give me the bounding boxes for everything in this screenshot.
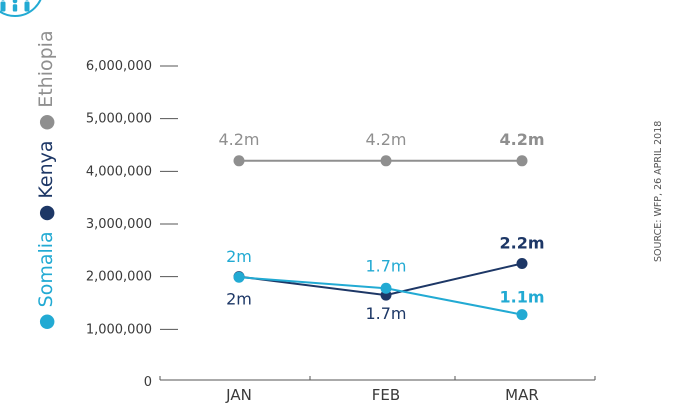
data-label-somalia: 1.1m [499,288,544,307]
legend-kenya-label: Kenya [35,140,57,198]
y-tick-label: 3,000,000 [86,217,152,232]
y-tick-label: 5,000,000 [86,112,152,127]
data-point-somalia [516,309,528,321]
y-axis-ticks: 0 1,000,000 2,000,000 3,000,000 4,000,000 5,0… [86,59,152,390]
series-lines [238,159,523,316]
data-label-kenya: 1.7m [365,304,406,323]
x-tick-label: MAR [505,386,539,404]
data-point-ethiopia [233,155,245,167]
data-label-ethiopia: 4.2m [218,130,259,149]
data-point-kenya [516,258,528,269]
data-labels: 4.2m 4.2m 4.2m 2m 1.7m 2.2m 2m 1.7m 1.1m [218,130,544,323]
y-tick-label: 0 [144,375,152,390]
family-icon [0,0,42,17]
series-points [233,155,528,321]
data-point-ethiopia [380,155,392,167]
y-tick-label: 6,000,000 [86,59,152,74]
x-tick-label: JAN [225,386,252,404]
legend-somalia-label: Somalia [35,231,57,307]
data-point-somalia [233,271,245,283]
x-tick-label: FEB [372,386,400,404]
legend: ● Somalia ● Kenya ● Ethiopia [35,30,57,330]
legend-somalia-marker: ● [35,313,57,330]
svg-text:● Somalia ●: ● Somalia ● Kenya ● Ethiopia [35,30,57,330]
data-label-somalia: 2m [226,247,252,266]
data-label-ethiopia: 4.2m [499,130,544,149]
data-label-kenya: 2m [226,290,252,309]
legend-ethiopia-label: Ethiopia [35,30,57,107]
y-tick-label: 1,000,000 [86,322,152,337]
data-label-ethiopia: 4.2m [365,130,406,149]
data-point-ethiopia [516,155,528,167]
data-label-somalia: 1.7m [365,256,406,275]
data-label-kenya: 2.2m [499,234,544,253]
y-tick-label: 2,000,000 [86,270,152,285]
y-tick-label: 4,000,000 [86,164,152,179]
x-axis-ticks: JAN FEB MAR [225,386,539,404]
legend-ethiopia-marker: ● [35,114,57,131]
axes [159,65,596,381]
data-point-somalia [380,282,392,294]
source-note: SOURCE: WFP, 26 APRIL 2018 [653,121,664,262]
legend-kenya-marker: ● [35,205,57,222]
